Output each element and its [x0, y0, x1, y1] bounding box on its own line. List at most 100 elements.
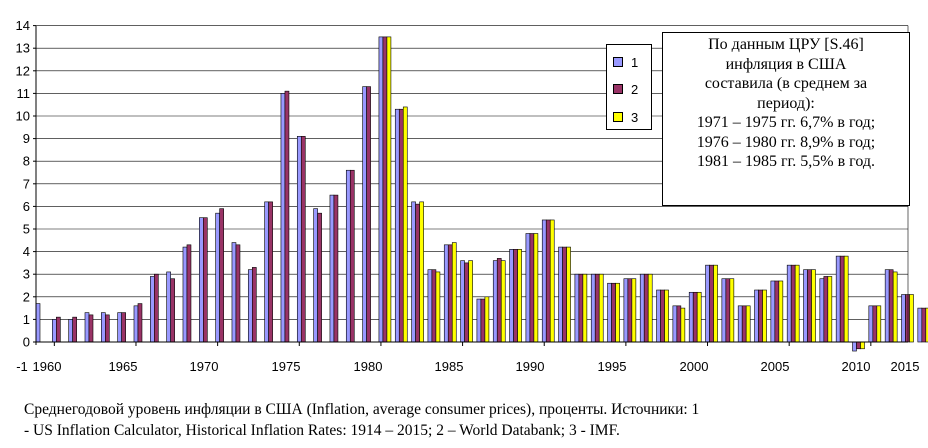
bar-series-2-2011: [888, 269, 894, 343]
bar-series-3-1981: [402, 106, 408, 343]
bar-series-1-1965: [133, 305, 139, 343]
y-tick-label: 12: [16, 63, 30, 78]
y-tick-label: 2: [23, 289, 30, 304]
bar-series-2-1983: [431, 269, 437, 343]
bar-series-1-1987: [492, 260, 498, 343]
bar-series-1-1992: [574, 273, 580, 343]
bar-series-2-1962: [88, 314, 94, 343]
bar-series-2-1965: [137, 303, 143, 343]
legend-item-2: 2: [613, 82, 638, 97]
x-tick-label: 1975: [272, 359, 301, 374]
bar-series-3-2006: [811, 269, 816, 343]
bar-series-2-1971: [235, 244, 241, 343]
caption-line-2: - US Inflation Calculator, Historical In…: [24, 422, 620, 439]
bar-series-1-2011: [884, 269, 890, 343]
bar-series-1-1994: [607, 282, 612, 343]
bar-series-3-2004: [778, 280, 784, 343]
bar-series-1-1991: [558, 246, 563, 343]
bar-series-1-1967: [166, 271, 171, 343]
legend-label-1: 1: [631, 54, 639, 70]
bar-series-3-2012: [909, 294, 914, 343]
y-tick-label: 13: [16, 41, 30, 56]
y-tick-label: 8: [23, 154, 30, 169]
annotation-line: 1976 – 1980 гг. 8,9% в год;: [696, 133, 876, 151]
bar-series-1-1973: [264, 201, 269, 343]
x-tick-label: 2015: [891, 359, 920, 374]
x-tick-label: 1980: [354, 359, 383, 374]
bar-series-1-2006: [803, 269, 808, 343]
bar-series-2-2000: [709, 264, 714, 343]
bar-series-3-2010: [876, 305, 882, 343]
bar-series-2-1968: [186, 244, 192, 343]
bar-series-2-2006: [807, 269, 812, 343]
bar-series-1-2009: [852, 341, 857, 352]
x-tick-label: 1995: [598, 359, 627, 374]
y-tick-label: 3: [23, 267, 30, 282]
bar-series-2-2002: [741, 305, 747, 343]
bar-series-2-2009: [856, 341, 861, 350]
bar-series-2-1989: [529, 233, 535, 343]
bar-series-2-1974: [284, 90, 290, 343]
legend: 1 2 3: [606, 44, 652, 130]
bar-series-1-1999: [688, 291, 694, 343]
bar-series-1-1975: [296, 136, 302, 343]
x-tick-label: 1970: [190, 359, 219, 374]
bar-series-1-2004: [770, 280, 776, 343]
bar-series-3-1988: [517, 249, 522, 343]
bar-series-2-1978: [349, 169, 355, 343]
bar-series-1-1980: [378, 36, 384, 343]
bar-series-1-1977: [329, 194, 335, 343]
bar-series-1-1990: [541, 219, 547, 343]
bar-series-1-1971: [231, 242, 237, 343]
bar-series-1-1964: [117, 312, 122, 343]
bar-series-3-1983: [435, 271, 441, 343]
bar-series-2-1985: [464, 262, 469, 343]
bar-series-2-2012: [905, 294, 910, 343]
bar-series-2-1988: [513, 249, 518, 343]
bar-series-1-1960: [52, 319, 57, 343]
bar-series-1-1974: [280, 93, 286, 343]
bar-series-3-1993: [598, 273, 604, 343]
bar-series-1-2005: [786, 264, 792, 343]
bar-series-3-2003: [762, 289, 767, 343]
bar-series-2-1963: [105, 314, 110, 343]
bar-series-1-1972: [247, 269, 253, 343]
bar-series-1-1995: [623, 278, 629, 343]
bar-series-3-1995: [631, 278, 637, 343]
bar-series-1-2001: [721, 278, 727, 343]
bars: [35, 36, 928, 352]
bar-series-1-1988: [509, 249, 514, 343]
bar-series-2-2001: [725, 278, 731, 343]
bar-series-3-1987: [500, 260, 506, 343]
bar-series-3-1996: [647, 273, 653, 343]
bar-series-3-1998: [680, 307, 686, 343]
bar-series-1-2008: [835, 255, 841, 343]
bar-series-2-2004: [774, 280, 780, 343]
bar-series-3-2011: [892, 271, 898, 343]
bar-series-1-1989: [525, 233, 531, 343]
y-tick-label: 0: [23, 335, 30, 350]
bar-series-2-1992: [578, 273, 584, 343]
bar-series-1-1959: [35, 303, 41, 343]
annotation-line: 1971 – 1975 гг. 6,7% в год;: [696, 114, 876, 131]
bar-series-2-1964: [121, 312, 126, 343]
bar-series-1-1968: [182, 246, 188, 343]
bar-series-2-1990: [545, 219, 551, 343]
bar-series-2-2008: [839, 255, 845, 343]
bar-series-3-1994: [615, 282, 620, 343]
bar-series-2-1969: [203, 217, 208, 343]
bar-series-3-1989: [533, 233, 539, 343]
bar-series-1-1993: [590, 273, 596, 343]
annotation-line: инфляция в США: [725, 55, 847, 73]
bar-series-2-1973: [268, 201, 273, 343]
bar-series-2-1960: [56, 316, 61, 343]
bar-series-3-1982: [419, 201, 424, 343]
bar-series-2-2007: [823, 276, 829, 343]
bar-series-1-2007: [819, 278, 825, 343]
bar-series-2-1970: [219, 208, 224, 343]
y-tick-label: 11: [17, 86, 31, 101]
bar-series-3-2002: [745, 305, 751, 343]
bar-series-2-1998: [676, 305, 682, 343]
